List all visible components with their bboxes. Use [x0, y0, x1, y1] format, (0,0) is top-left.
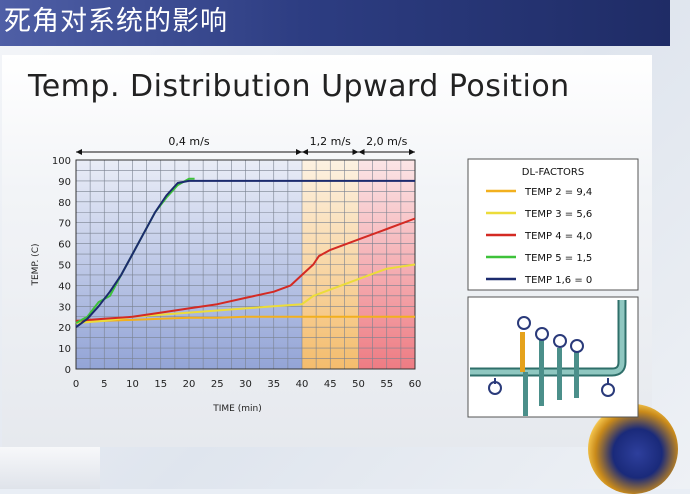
zone-arrowhead-right-1	[352, 149, 359, 155]
zone-arrowhead-left-0	[76, 149, 82, 155]
y-tick-label: 80	[58, 198, 71, 209]
y-tick-label: 50	[58, 261, 71, 272]
series-line-0	[76, 315, 415, 322]
sensor-1	[517, 316, 531, 330]
legend-entry-3: TEMP 5 = 1,5	[524, 253, 592, 264]
legend-entry-0: TEMP 2 = 9,4	[524, 187, 592, 198]
y-tick-label: 60	[58, 240, 71, 251]
y-tick-label: 0	[65, 365, 71, 376]
zone-label-2: 2,0 m/s	[366, 135, 407, 148]
slide-title: Temp. Distribution Upward Position	[28, 69, 570, 104]
legend-title: DL-FACTORS	[522, 167, 584, 178]
y-tick-label: 90	[58, 177, 71, 188]
header-title: 死角对系统的影响	[4, 6, 228, 37]
sensor-3	[553, 334, 567, 348]
x-tick-label: 40	[296, 379, 309, 390]
x-tick-label: 55	[380, 379, 393, 390]
sensor-6-stem	[607, 378, 609, 384]
sensor-5-stem	[494, 378, 496, 384]
y-tick-label: 40	[58, 281, 71, 292]
probe-stem	[523, 372, 528, 416]
sensor-4	[570, 339, 584, 353]
probe-5	[574, 352, 579, 398]
x-tick-label: 15	[154, 379, 167, 390]
x-tick-label: 10	[126, 379, 139, 390]
sensor-6	[601, 383, 615, 397]
x-tick-label: 45	[324, 379, 337, 390]
zone-arrowhead-left-2	[358, 149, 365, 155]
probe-3	[539, 340, 544, 406]
zone-arrowhead-right-0	[296, 149, 302, 155]
probe-2	[520, 332, 525, 372]
series-line-2	[75, 217, 416, 322]
x-tick-label: 20	[183, 379, 196, 390]
header-bar: 死角对系统的影响	[0, 0, 670, 46]
zone-label-0: 0,4 m/s	[168, 135, 209, 148]
legend-entry-1: TEMP 3 = 5,6	[524, 209, 592, 220]
legend-box	[467, 158, 639, 291]
x-tick-label: 5	[101, 379, 107, 390]
y-tick-label: 30	[58, 302, 71, 313]
zone-arrowhead-left-1	[302, 149, 308, 155]
y-tick-label: 10	[58, 344, 71, 355]
x-tick-label: 25	[211, 379, 224, 390]
y-tick-label: 20	[58, 323, 71, 334]
series-line-4	[75, 179, 415, 329]
x-tick-label: 0	[73, 379, 79, 390]
diagram-frame	[467, 296, 639, 418]
duct-pipe-highlight	[470, 300, 625, 375]
x-axis-label: TIME (min)	[212, 404, 261, 414]
legend-entry-2: TEMP 4 = 4,0	[524, 231, 592, 242]
legend-entry-4: TEMP 1,6 = 0	[524, 275, 592, 286]
x-tick-label: 50	[352, 379, 365, 390]
probe-4	[557, 348, 562, 400]
x-tick-label: 35	[267, 379, 280, 390]
y-tick-label: 70	[58, 219, 71, 230]
x-tick-label: 60	[409, 379, 422, 390]
zone-label-1: 1,2 m/s	[310, 135, 351, 148]
zone-arrowhead-right-2	[409, 149, 415, 155]
x-tick-label: 30	[239, 379, 252, 390]
logo-emblem	[588, 404, 678, 494]
sensor-2	[535, 327, 549, 341]
y-axis-label: TEMP. (C)	[31, 243, 41, 286]
decorative-strip	[0, 447, 100, 489]
y-tick-label: 100	[52, 156, 71, 167]
